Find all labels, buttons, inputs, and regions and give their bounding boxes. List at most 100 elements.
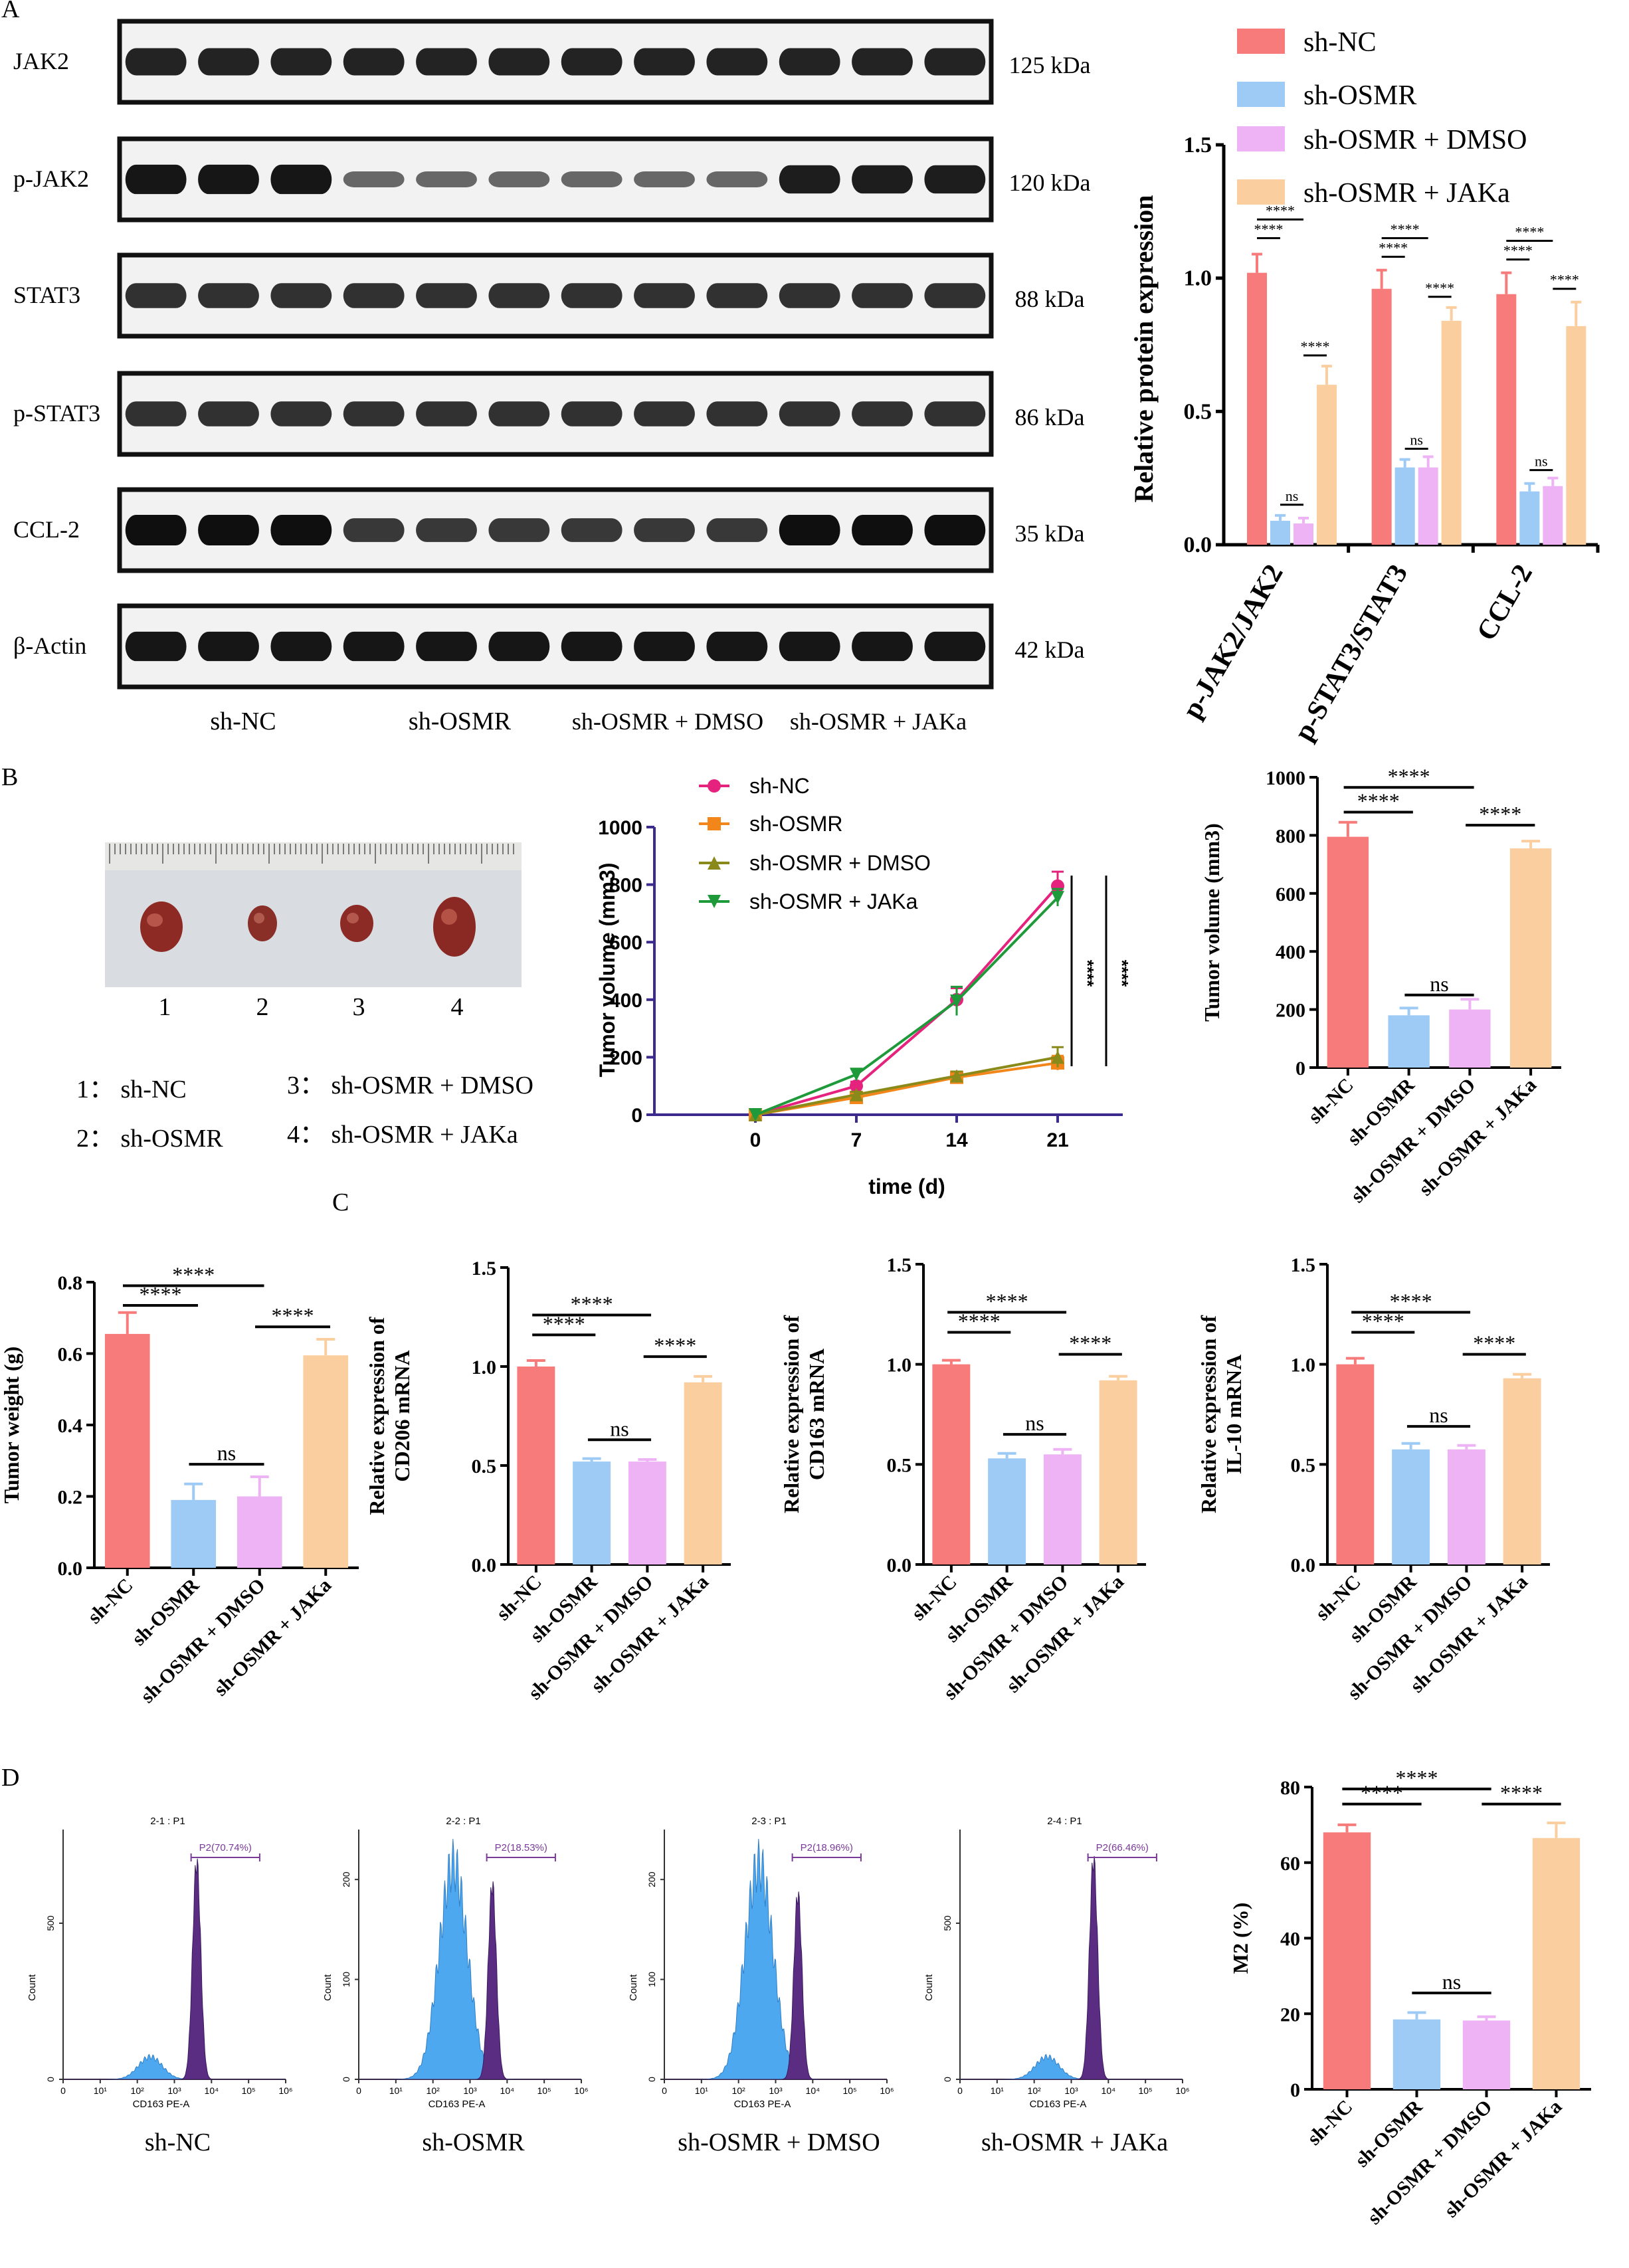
x-category-label: p-JAK2/JAK2	[1177, 559, 1289, 723]
flow-plot-title: 2-1 : P1	[150, 1816, 185, 1827]
significance-label: ns	[1430, 972, 1448, 996]
bar	[1247, 272, 1267, 545]
blot-band	[125, 631, 187, 662]
flow-x-tick-label: 10²	[1028, 2085, 1042, 2096]
significance-label: ****	[272, 1303, 314, 1327]
legend-swatch	[1237, 179, 1285, 205]
blot-band	[270, 48, 332, 76]
tumor-1	[140, 901, 183, 952]
blot-band	[343, 631, 405, 662]
bar	[1503, 1378, 1541, 1564]
flow-x-tick-label: 10³	[167, 2085, 181, 2096]
significance-label: ****	[1396, 1766, 1438, 1790]
blot-band	[125, 48, 187, 76]
significance-label: ****	[1479, 802, 1521, 826]
blot-band	[270, 401, 332, 426]
y-tick-label: 20	[1280, 2004, 1300, 2026]
blot-band	[125, 283, 187, 308]
bar	[988, 1458, 1026, 1564]
blot-band	[852, 283, 913, 308]
tumor-1-highlight	[147, 913, 163, 927]
y-tick-label: 0	[631, 1105, 642, 1127]
tumor-number-1: 1	[159, 993, 171, 1021]
y-tick-label: 60	[1280, 1853, 1300, 1875]
significance-label: ns	[1410, 432, 1423, 448]
significance-label: ****	[1388, 764, 1430, 788]
bar	[237, 1496, 282, 1568]
blot-frame	[117, 252, 994, 339]
flow-plot-title: 2-4 : P1	[1047, 1816, 1082, 1827]
tumor-key-3: 3： sh-OSMR + DMSO	[287, 1072, 533, 1099]
band-kda: 120 kDa	[1009, 169, 1091, 196]
flow-y-tick-label: 500	[942, 1915, 953, 1931]
tumor-2	[248, 905, 277, 941]
significance-label: ****	[1361, 1781, 1403, 1805]
y-tick-label: 1.5	[887, 1254, 912, 1276]
significance-label: ****	[1390, 1289, 1432, 1313]
significance-label: ****	[1357, 789, 1400, 812]
y-tick-label: 0.5	[1184, 399, 1212, 424]
blot-band	[416, 518, 477, 542]
blot-band	[706, 401, 768, 426]
ruler-ticks	[109, 844, 514, 864]
gate-label: P2(18.96%)	[801, 1842, 853, 1853]
bar	[1323, 1832, 1371, 2089]
flow-x-tick-label: 10⁴	[500, 2085, 515, 2096]
data-point	[850, 1087, 863, 1101]
blot-band	[343, 48, 405, 76]
x-category-label: CCL-2	[1471, 559, 1539, 646]
flow-x-tick-label: 10⁵	[537, 2085, 551, 2096]
y-tick-label: 0.4	[58, 1415, 83, 1437]
blot-band	[416, 631, 477, 662]
flow-y-label: Count	[923, 1974, 935, 2001]
significance-label: ****	[1266, 202, 1295, 219]
bar	[1509, 848, 1552, 1068]
series-line	[755, 1056, 1058, 1116]
y-tick-label: 800	[609, 875, 642, 897]
flow-x-tick-label: 10²	[131, 2085, 145, 2096]
flow-x-tick-label: 10²	[732, 2085, 746, 2096]
legend-marker	[708, 895, 721, 908]
flow-x-tick-label: 0	[60, 2085, 66, 2096]
bar	[1270, 520, 1290, 545]
flow-x-tick-label: 10³	[463, 2085, 477, 2096]
blot-band	[561, 631, 623, 662]
blot-band	[561, 48, 623, 76]
band-kda: 86 kDa	[1015, 404, 1085, 430]
y-tick-label: 1000	[598, 817, 642, 839]
legend-label: sh-OSMR + JAKa	[1303, 178, 1510, 209]
panel-label-a: A	[1, 0, 20, 23]
bar	[1496, 294, 1517, 545]
wb-group-label-sh-nc: sh-NC	[210, 708, 276, 735]
blot-band	[779, 515, 840, 545]
blot-band	[706, 631, 768, 662]
tumor-number-2: 2	[256, 993, 269, 1021]
blot-band	[561, 283, 623, 308]
flow-x-tick-label: 10⁶	[880, 2085, 894, 2096]
flow-y-tick-label: 100	[646, 1972, 657, 1988]
x-category-label: sh-NC	[1303, 2096, 1357, 2150]
y-axis-title: CD206 mRNA	[390, 1350, 414, 1481]
blot-band	[924, 401, 986, 426]
legend-marker	[708, 817, 721, 830]
blot-band	[634, 283, 695, 308]
y-tick-label: 1.0	[1291, 1355, 1316, 1376]
significance-label: ns	[1025, 1411, 1044, 1435]
bar	[1394, 467, 1415, 545]
bar	[1392, 1449, 1430, 1564]
flow-y-tick-label: 0	[942, 2077, 953, 2082]
blot-band	[488, 48, 550, 76]
bar	[628, 1462, 666, 1564]
blot-band	[561, 518, 623, 542]
blot-band	[779, 48, 840, 76]
y-axis-title: Tumor volume (mm3)	[1200, 823, 1224, 1022]
blot-band	[343, 518, 405, 542]
blot-band	[634, 48, 695, 76]
significance-label: ****	[1078, 960, 1098, 987]
x-category-label: p-STAT3/STAT3	[1288, 559, 1414, 746]
series-line	[755, 885, 1059, 1116]
